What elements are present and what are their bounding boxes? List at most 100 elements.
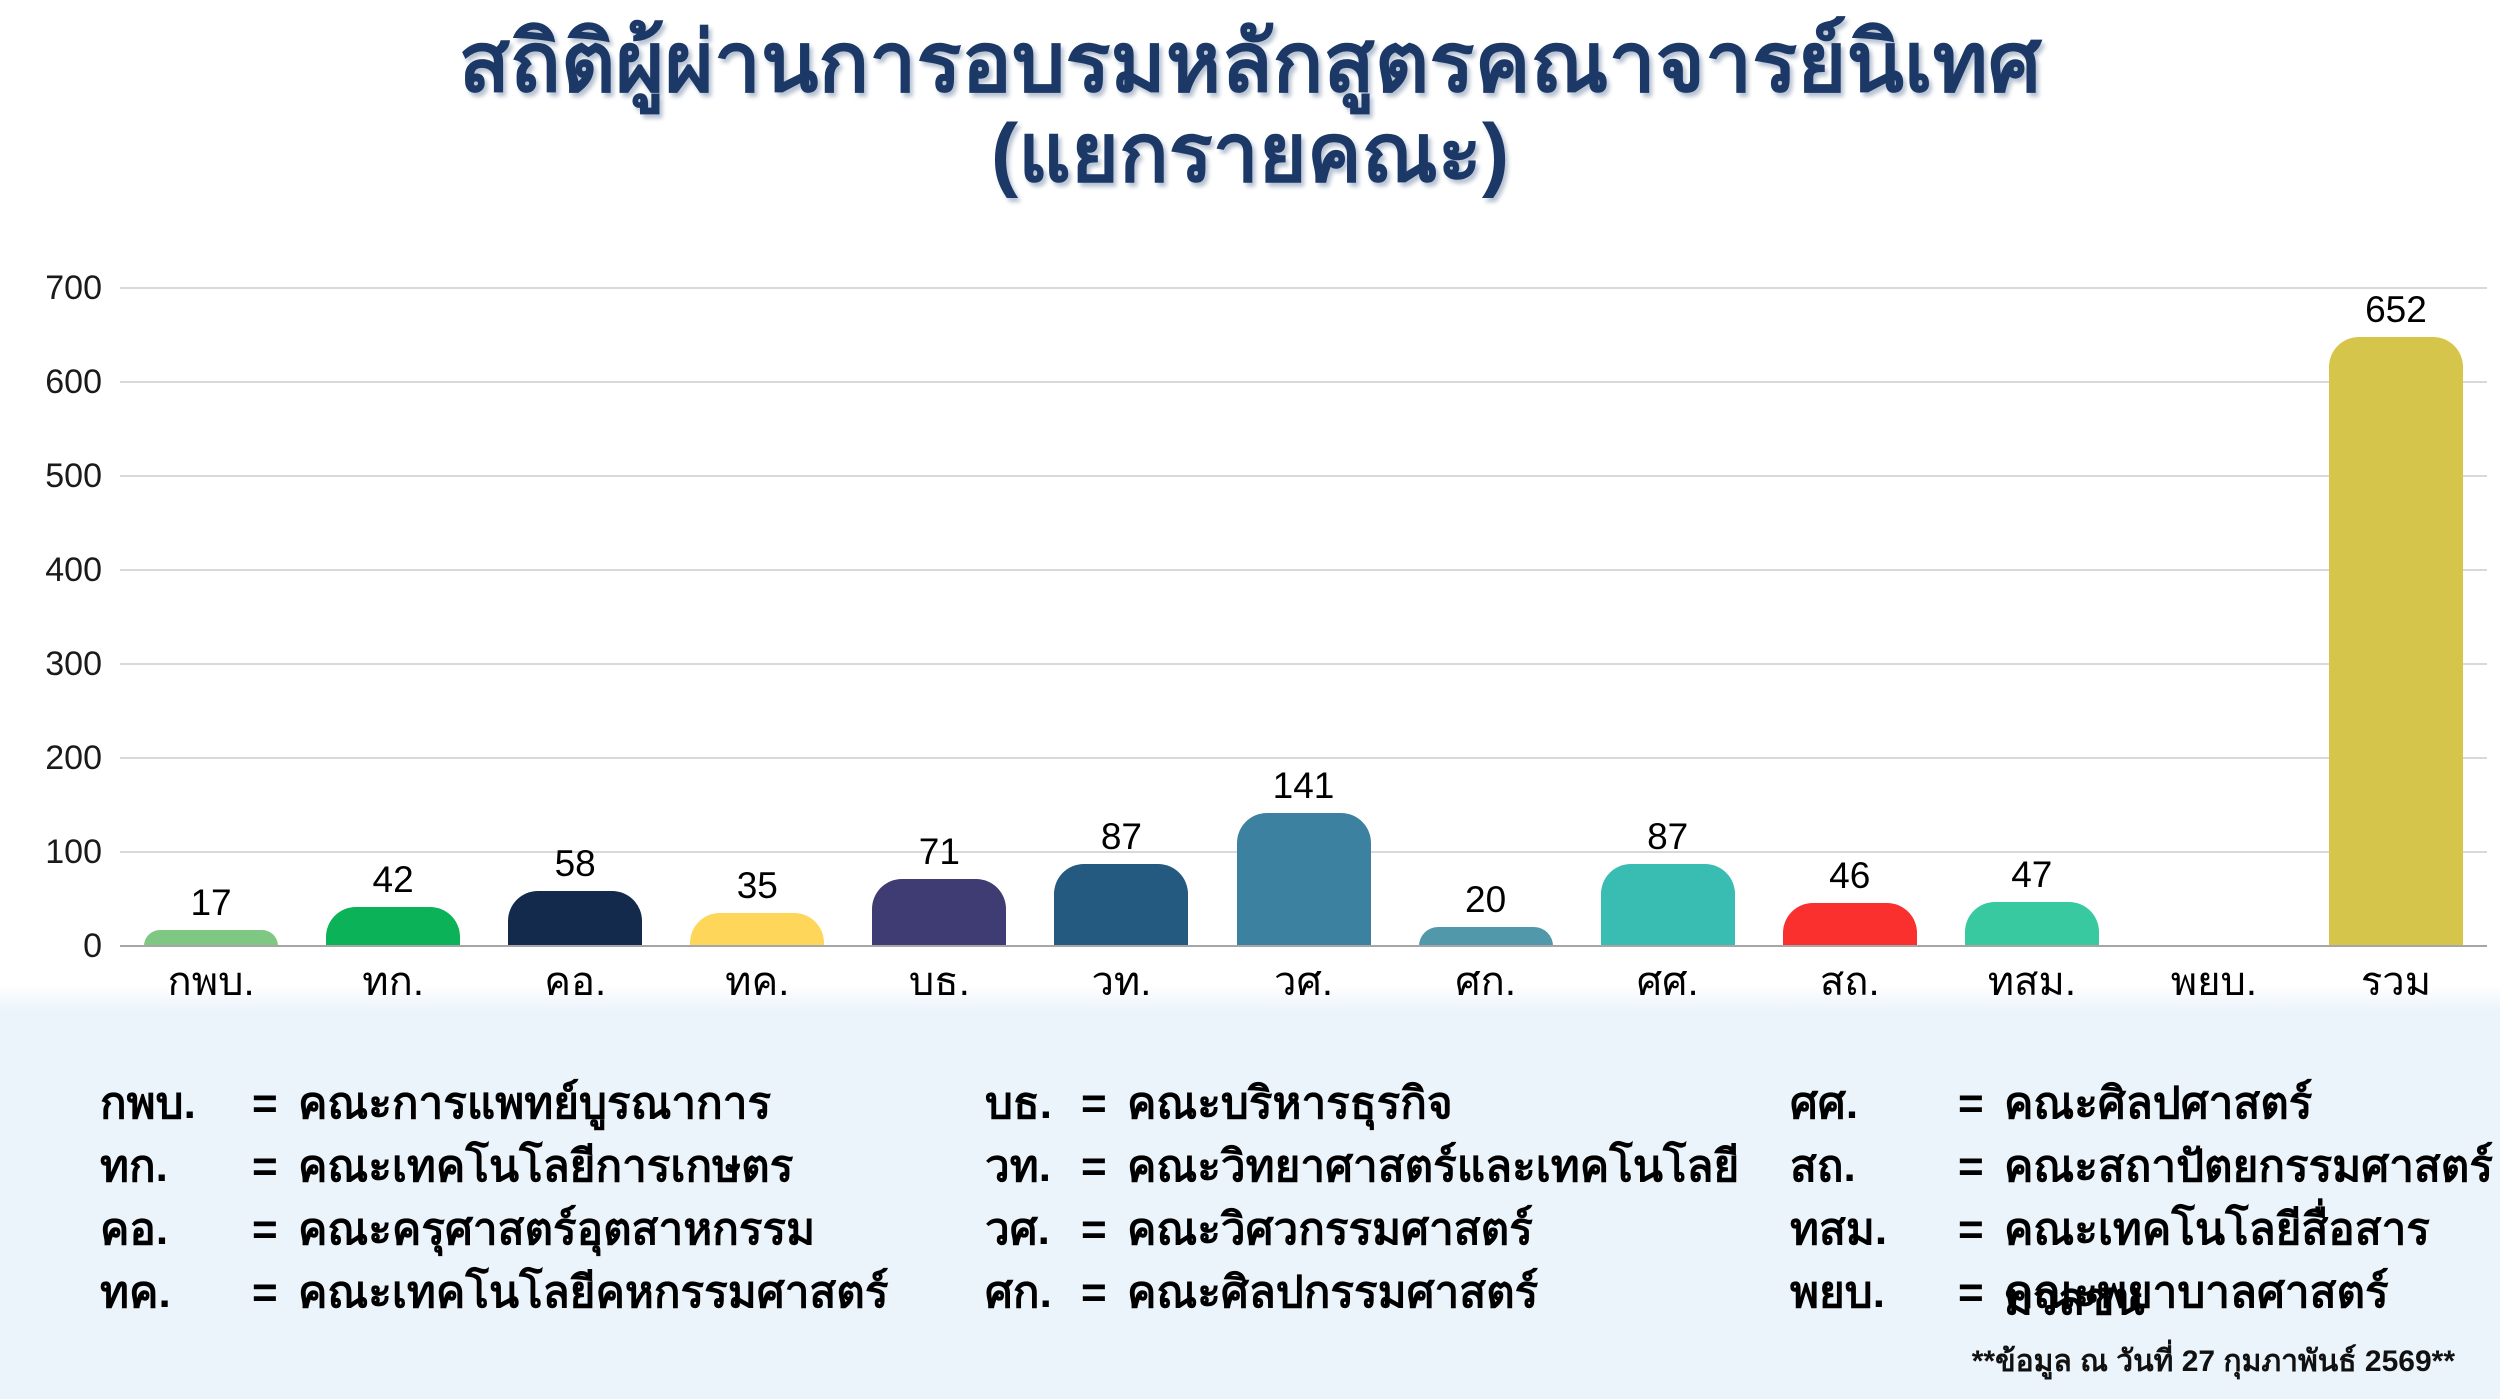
legend-equals: = (252, 1079, 278, 1128)
legend-equals: = (252, 1268, 278, 1317)
bar-slot: 17 (120, 288, 302, 946)
gridline (120, 663, 2487, 665)
legend-row: ทค. = คณะเทคโนโลยีคหกรรมศาสตร์ (100, 1257, 889, 1320)
legend-abbr: วศ. (985, 1205, 1050, 1254)
legend-faculty-name: คณะพยาบาลศาสตร์ (2004, 1268, 2389, 1317)
x-category-label: รวม (2360, 960, 2432, 1004)
bar-value-label: 58 (554, 843, 596, 885)
y-axis: 0 100 200 300 400 500 600 700 (0, 269, 102, 965)
bar-slot: 87 (1030, 288, 1212, 946)
legend-abbr: ศก. (985, 1268, 1052, 1317)
bar-slot: 42 (302, 288, 484, 946)
legend-row: สถ. = คณะสถาปัตยกรรมศาสตร์ (1790, 1131, 2500, 1194)
gridline (120, 287, 2487, 289)
bar-slot: 47 (1941, 288, 2123, 946)
bar-ทสม. (1964, 901, 2099, 946)
y-tick-label: 600 (45, 363, 102, 401)
bar-รวม (2328, 337, 2463, 946)
legend-row: วศ. = คณะวิศวกรรมศาสตร์ (985, 1194, 1739, 1257)
gridline (120, 475, 2487, 477)
legend-faculty-name: คณะวิศวกรรมศาสตร์ (1127, 1205, 1533, 1254)
legend-abbr: ศศ. (1790, 1079, 1859, 1128)
legend-row: ทสม. = คณะเทคโนโลยีสื่อสารมวลชน (1790, 1194, 2500, 1324)
x-category-label: ทก. (362, 960, 424, 1004)
x-category-label: ศก. (1455, 960, 1516, 1004)
bar-slot: 652 (2305, 288, 2487, 946)
bar-slot: 20 (1395, 288, 1577, 946)
x-category-label: ศศ. (1636, 960, 1699, 1004)
y-tick-label: 500 (45, 457, 102, 495)
legend-column: บธ. = คณะบริหารธุรกิจ วท. = คณะวิทยาศาสตร์และ… (985, 1068, 1739, 1320)
y-tick-label: 300 (45, 645, 102, 683)
data-date-footnote: **ข้อมูล ณ วันที่ 27 กุมภาพันธ์ 2569** (1971, 1345, 2455, 1378)
legend-equals: = (1958, 1205, 1984, 1254)
bar-value-label: 87 (1647, 816, 1689, 858)
bar-value-label: 35 (736, 865, 778, 907)
legend-faculty-name: คณะเทคโนโลยีคหกรรมศาสตร์ (298, 1268, 889, 1317)
bar-value-label: 71 (918, 831, 960, 873)
legend-equals: = (1081, 1079, 1107, 1128)
gridline (120, 381, 2487, 383)
bar-คอ. (508, 891, 643, 946)
legend-faculty-name: คณะเทคโนโลยีสื่อสารมวลชน (2004, 1205, 2430, 1324)
bar-ทก. (326, 906, 461, 946)
y-tick-label: 700 (45, 269, 102, 307)
x-category-label: ทค. (725, 960, 790, 1004)
legend-row: กพบ. = คณะการแพทย์บูรณาการ (100, 1068, 889, 1131)
bar-chart: 0 100 200 300 400 500 600 700 17 42 58 35 71 87 141 20… (0, 269, 2487, 1004)
y-tick-label: 200 (45, 739, 102, 777)
legend-abbr: สถ. (1790, 1142, 1856, 1191)
y-tick-label: 400 (45, 551, 102, 589)
legend-faculty-name: คณะบริหารธุรกิจ (1127, 1079, 1453, 1128)
title-line-1: สถิติผู้ผ่านการอบรมหลักสูตรคณาจารย์นิเทศ (458, 15, 2042, 109)
legend-row: พยบ. = คณะพยาบาลศาสตร์ (1790, 1257, 2500, 1320)
bar-slot: 46 (1759, 288, 1941, 946)
legend-equals: = (252, 1142, 278, 1191)
legend-faculty-name: คณะวิทยาศาสตร์และเทคโนโลยี (1127, 1142, 1740, 1191)
plot-area: 17 42 58 35 71 87 141 20 87 46 47 652 (120, 287, 2487, 947)
bar-value-label: 42 (372, 858, 414, 900)
legend-faculty-name: คณะสถาปัตยกรรมศาสตร์ (2004, 1142, 2493, 1191)
legend-row: บธ. = คณะบริหารธุรกิจ (985, 1068, 1739, 1131)
bars-container: 17 42 58 35 71 87 141 20 87 46 47 652 (120, 288, 2487, 946)
x-axis-line (120, 945, 2487, 947)
x-category-label: พยบ. (2170, 960, 2258, 1004)
legend-column: กพบ. = คณะการแพทย์บูรณาการทก. = คณะเทคโนโลยี… (100, 1068, 889, 1320)
bar-slot: 87 (1577, 288, 1759, 946)
legend-equals: = (252, 1205, 278, 1254)
legend-row: วท. = คณะวิทยาศาสตร์และเทคโนโลยี (985, 1131, 1739, 1194)
legend-abbr: ทก. (100, 1142, 168, 1191)
bar-value-label: 652 (2365, 289, 2427, 330)
legend-abbr: คอ. (100, 1205, 169, 1254)
legend-faculty-name: คณะเทคโนโลยีการเกษตร (298, 1142, 794, 1191)
bar-ทค. (690, 913, 825, 946)
x-category-label: ทสม. (1987, 960, 2076, 1004)
legend-equals: = (1081, 1142, 1107, 1191)
legend-abbr: วท. (985, 1142, 1051, 1191)
legend-abbr: ทสม. (1790, 1205, 1888, 1254)
bar-value-label: 141 (1272, 765, 1335, 807)
bar-value-label: 47 (2011, 853, 2053, 895)
bar-value-label: 87 (1100, 816, 1142, 858)
x-category-label: คอ. (544, 960, 607, 1004)
y-tick-label: 100 (45, 833, 102, 871)
bar-slot: 141 (1212, 288, 1394, 946)
title-line-2: (แยกรายคณะ) (990, 108, 1510, 199)
legend-equals: = (1081, 1205, 1107, 1254)
bar-กพบ. (144, 930, 279, 946)
x-category-label: กพบ. (167, 960, 255, 1004)
legend-faculty-name: คณะศิลปกรรมศาสตร์ (1127, 1268, 1539, 1317)
legend-row: ศก. = คณะศิลปกรรมศาสตร์ (985, 1257, 1739, 1320)
legend-row: คอ. = คณะครุศาสตร์อุตสาหกรรม (100, 1194, 889, 1257)
bar-slot: 58 (484, 288, 666, 946)
page-title: สถิติผู้ผ่านการอบรมหลักสูตรคณาจารย์นิเทศ… (0, 14, 2500, 198)
bar-วท. (1054, 864, 1189, 946)
bar-slot (2123, 288, 2305, 946)
legend-equals: = (1958, 1142, 1984, 1191)
bar-ศก. (1418, 927, 1553, 946)
legend-column: ศศ. = คณะศิลปศาสตร์ สถ. = คณะสถาปัตยกรรมศาสตร… (1790, 1068, 2500, 1324)
legend-row: ทก. = คณะเทคโนโลยีการเกษตร (100, 1131, 889, 1194)
bar-วศ. (1236, 813, 1371, 946)
x-category-label: บธ. (908, 960, 970, 1004)
